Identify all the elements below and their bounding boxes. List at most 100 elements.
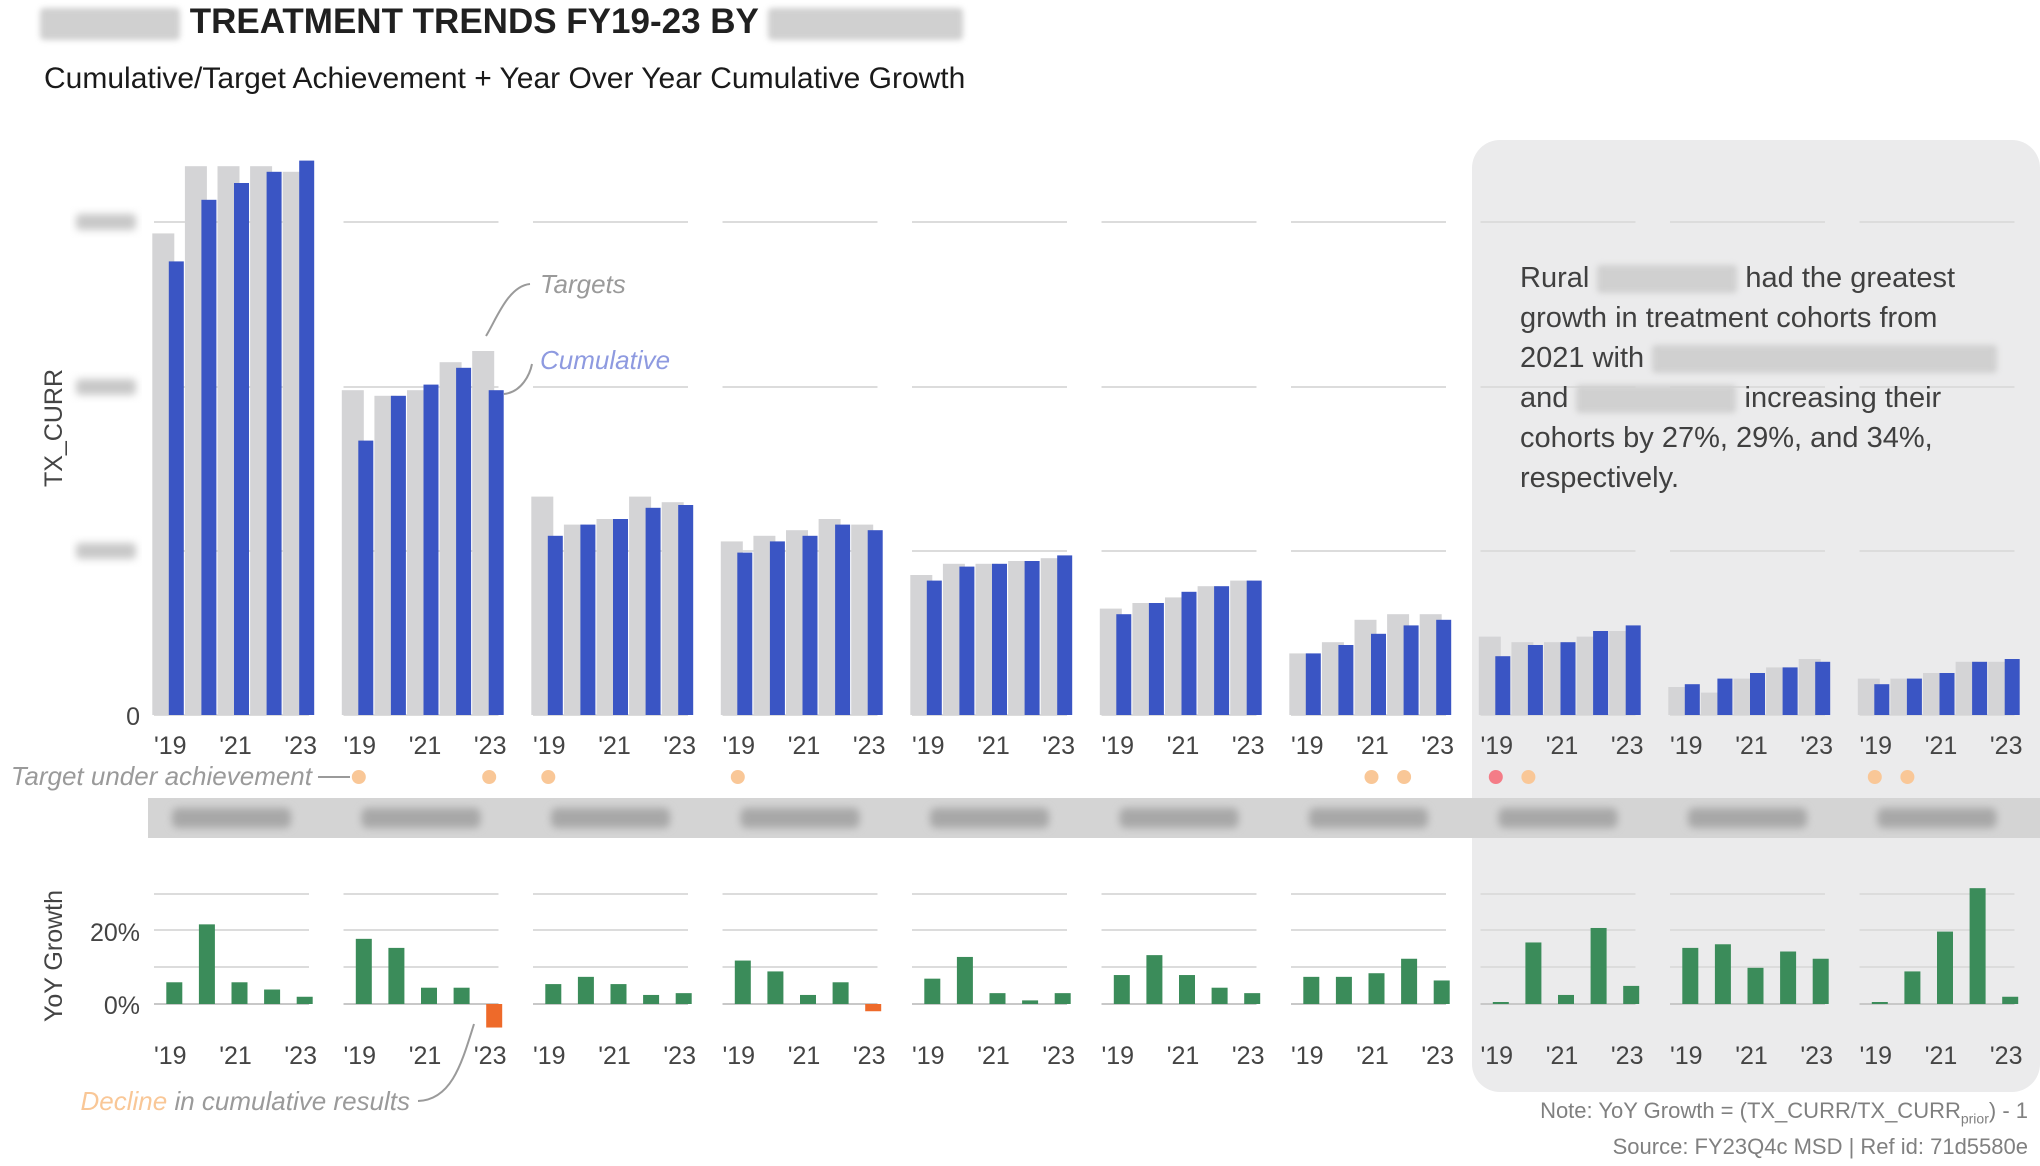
under-achievement-dot <box>1397 770 1412 784</box>
growth-bar <box>767 971 784 1004</box>
bottom-y-tick: 20% <box>90 919 140 947</box>
growth-bar <box>989 993 1006 1004</box>
growth-bar <box>610 984 627 1004</box>
cumulative-bar <box>358 440 374 715</box>
bottom-year-tick: '19 <box>1102 1042 1135 1070</box>
growth-bar <box>734 960 751 1004</box>
growth-bar <box>2002 996 2019 1004</box>
under-achievement-dot <box>1867 770 1882 784</box>
cumulative-bar <box>2004 659 2020 715</box>
top-year-tick: '19 <box>1670 732 1703 760</box>
yoy-growth-bars <box>166 888 2019 1028</box>
top-year-tick: '19 <box>1481 732 1514 760</box>
note-end: ) - 1 <box>1988 1097 2028 1123</box>
growth-bar <box>231 982 248 1004</box>
growth-bar <box>1303 976 1320 1004</box>
growth-bar <box>1401 958 1418 1004</box>
redacted-text <box>767 7 963 40</box>
cumulative-bar <box>769 541 785 715</box>
redacted-text <box>1597 265 1738 294</box>
bottom-year-tick: '21 <box>1925 1042 1958 1070</box>
under-achievement-dot <box>541 770 556 784</box>
highlight-panel-background <box>1472 140 2040 1092</box>
cumulative-bar <box>1214 586 1230 715</box>
bottom-year-tick: '23 <box>1800 1042 1833 1070</box>
bottom-year-tick: '19 <box>912 1042 945 1070</box>
top-year-tick: '19 <box>154 732 187 760</box>
growth-bar <box>1904 971 1921 1004</box>
bottom-year-tick: '21 <box>1356 1042 1389 1070</box>
source-note: Source: FY23Q4c MSD | Ref id: 71d5580e <box>1612 1134 2028 1159</box>
cumulative-bar <box>1527 645 1543 715</box>
bottom-year-tick: '23 <box>853 1042 886 1070</box>
bottom-year-tick: '21 <box>1735 1042 1768 1070</box>
top-year-tick: '23 <box>284 732 317 760</box>
targets-leader-line <box>485 283 531 337</box>
bottom-year-tick: '19 <box>1670 1042 1703 1070</box>
top-year-tick: '19 <box>723 732 756 760</box>
decline-bar <box>486 1004 503 1028</box>
cumulative-bar <box>645 507 661 715</box>
under-achievement-dot <box>482 770 497 784</box>
cumulative-bar <box>547 535 563 715</box>
growth-bar <box>545 984 562 1004</box>
growth-bar <box>956 956 973 1004</box>
top-year-tick: '19 <box>1291 732 1324 760</box>
note-text: Note: YoY Growth = (TX_CURR/TX_CURR <box>1540 1097 1961 1123</box>
callout-text: Rural had the greatest growth in treatme… <box>1520 258 2000 498</box>
cumulative-bar <box>1906 678 1922 715</box>
growth-bar <box>1747 967 1764 1004</box>
page-subtitle: Cumulative/Target Achievement + Year Ove… <box>44 62 966 95</box>
top-year-tick: '23 <box>663 732 696 760</box>
bottom-year-tick: '23 <box>284 1042 317 1070</box>
cumulative-bar <box>488 390 504 715</box>
cumulative-bar <box>201 199 217 716</box>
bottom-year-tick: '23 <box>1042 1042 1075 1070</box>
redacted-region-label <box>551 808 670 828</box>
cumulative-bar <box>1593 631 1609 715</box>
callout-part: Rural <box>1520 262 1598 294</box>
top-year-tick: '21 <box>598 732 631 760</box>
growth-bar <box>1590 927 1607 1004</box>
growth-bar <box>800 994 816 1004</box>
bottom-year-tick: '19 <box>1291 1042 1324 1070</box>
growth-bar <box>198 924 215 1004</box>
bottom-year-tick: '23 <box>474 1042 507 1070</box>
growth-bar <box>1335 976 1352 1004</box>
cumulative-bar <box>1116 614 1132 715</box>
top-year-tick: '21 <box>1356 732 1389 760</box>
cumulative-bar <box>456 367 472 715</box>
top-year-tick: '21 <box>219 732 252 760</box>
under-achievement-dot <box>1521 770 1536 784</box>
under-achievement-dot <box>1900 770 1915 784</box>
bottom-year-tick: '19 <box>154 1042 187 1070</box>
decline-word: Decline <box>81 1086 168 1116</box>
cumulative-bar <box>1717 678 1733 715</box>
bottom-y-axis-label: YoY Growth <box>40 890 68 1022</box>
growth-bar <box>675 993 692 1004</box>
redacted-text <box>1652 345 1998 374</box>
cumulative-bar <box>1024 561 1040 715</box>
cumulative-bar <box>1246 580 1262 715</box>
growth-bar <box>355 938 372 1004</box>
cumulative-bar <box>234 183 249 715</box>
bottom-year-tick: '23 <box>1611 1042 1644 1070</box>
top-year-tick: '21 <box>977 732 1010 760</box>
bottom-year-tick: '21 <box>1167 1042 1200 1070</box>
growth-bar <box>643 994 660 1004</box>
top-year-tick: '21 <box>409 732 442 760</box>
growth-bar <box>1682 947 1699 1004</box>
redacted-y-tick <box>76 543 136 559</box>
bottom-year-tick: '21 <box>977 1042 1010 1070</box>
top-year-tick: '23 <box>1611 732 1644 760</box>
redacted-region-label <box>1877 808 1997 828</box>
cumulative-bar <box>835 524 851 715</box>
growth-bar <box>1812 958 1829 1004</box>
top-year-tick: '23 <box>1042 732 1075 760</box>
redacted-region-label <box>1498 808 1618 828</box>
cumulative-bar <box>1057 555 1073 715</box>
bottom-year-tick: '21 <box>1546 1042 1579 1070</box>
under-achievement-dot <box>1364 770 1379 784</box>
cumulative-bar <box>1782 667 1798 715</box>
